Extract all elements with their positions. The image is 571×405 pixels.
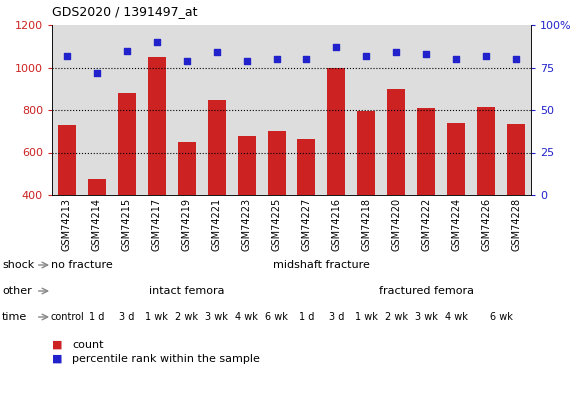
Point (481, 52, 490, 59)
Bar (357, 111, 375, 195)
Text: 1 d: 1 d (299, 312, 314, 322)
Bar (118, 93, 136, 195)
Text: intact femora: intact femora (149, 286, 224, 296)
Point (512, 56, 521, 62)
Bar (477, 107, 495, 195)
Point (152, 39, 162, 45)
Bar (238, 136, 256, 195)
Bar (148, 57, 166, 195)
Text: no fracture: no fracture (51, 260, 113, 270)
Point (62, 52, 71, 59)
Text: 2 wk: 2 wk (385, 312, 408, 322)
Text: control: control (50, 312, 84, 322)
Text: 1 wk: 1 wk (146, 312, 168, 322)
Text: other: other (2, 286, 32, 296)
Text: 6 wk: 6 wk (265, 312, 288, 322)
Point (302, 56, 311, 62)
Bar (387, 89, 405, 195)
Bar (178, 142, 196, 195)
Text: 6 wk: 6 wk (489, 312, 513, 322)
Text: 4 wk: 4 wk (445, 312, 468, 322)
Point (421, 51, 431, 57)
Text: fractured femora: fractured femora (379, 286, 474, 296)
Text: count: count (72, 340, 103, 350)
Text: 4 wk: 4 wk (235, 312, 258, 322)
Point (332, 44, 341, 50)
Point (452, 56, 461, 62)
Text: ■: ■ (52, 340, 62, 350)
Bar (327, 68, 345, 195)
Point (362, 52, 371, 59)
Bar (208, 100, 226, 195)
Bar (507, 124, 525, 195)
Text: 3 wk: 3 wk (415, 312, 437, 322)
Text: 2 wk: 2 wk (175, 312, 198, 322)
Bar (297, 139, 315, 195)
Point (122, 47, 131, 54)
Text: shock: shock (2, 260, 34, 270)
Text: 3 d: 3 d (119, 312, 135, 322)
Bar (88, 179, 106, 195)
Text: 3 d: 3 d (329, 312, 344, 322)
Point (272, 56, 281, 62)
Text: midshaft fracture: midshaft fracture (273, 260, 370, 270)
Point (392, 49, 401, 55)
Text: GDS2020 / 1391497_at: GDS2020 / 1391497_at (52, 5, 198, 18)
Text: 1 d: 1 d (89, 312, 104, 322)
Point (93, 69, 102, 76)
Point (242, 58, 251, 64)
Bar (417, 108, 435, 195)
Bar (58, 125, 76, 195)
Point (182, 58, 191, 64)
Text: percentile rank within the sample: percentile rank within the sample (72, 354, 260, 364)
Text: time: time (2, 312, 27, 322)
Text: 3 wk: 3 wk (205, 312, 228, 322)
Text: ■: ■ (52, 354, 62, 364)
Bar (268, 131, 286, 195)
Point (212, 49, 221, 55)
Text: 1 wk: 1 wk (355, 312, 378, 322)
Bar (447, 123, 465, 195)
